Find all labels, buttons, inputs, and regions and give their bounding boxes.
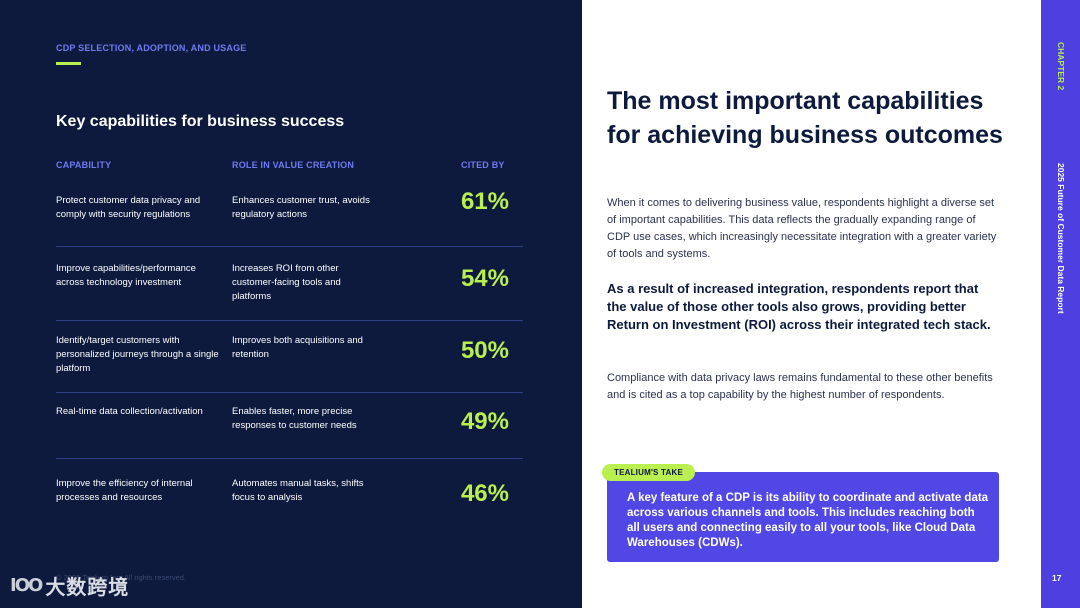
column-header-role: ROLE IN VALUE CREATION bbox=[232, 160, 355, 170]
capability-cell: Improve capabilities/performance across … bbox=[56, 263, 196, 288]
callout-box bbox=[607, 472, 999, 562]
table-title: Key capabilities for business success bbox=[56, 113, 345, 130]
cited-percent: 49% bbox=[460, 408, 509, 435]
cited-percent: 54% bbox=[460, 265, 509, 292]
accent-line bbox=[56, 62, 81, 65]
role-cell: Automates manual tasks, shifts focus to … bbox=[232, 478, 364, 503]
row-divider bbox=[56, 458, 523, 459]
callout-text: A key feature of a CDP is its ability to… bbox=[627, 492, 989, 549]
article-paragraph-highlight: As a result of increased integration, re… bbox=[607, 281, 991, 332]
left-panel bbox=[0, 0, 582, 608]
capability-cell: Improve the efficiency of internal proce… bbox=[56, 478, 193, 503]
capability-cell: Real-time data collection/activation bbox=[56, 406, 203, 417]
watermark-text: 大数跨境 bbox=[45, 575, 130, 599]
callout-badge: TEALIUM'S TAKE bbox=[602, 464, 695, 481]
row-divider bbox=[56, 392, 523, 393]
side-strip bbox=[1041, 0, 1080, 608]
role-cell: Enables faster, more precise responses t… bbox=[232, 406, 357, 431]
page-number: 17 bbox=[1052, 573, 1062, 583]
role-cell: Increases ROI from other customer-facing… bbox=[232, 263, 341, 302]
watermark-logo: ⅠOO 大数跨境 bbox=[10, 571, 129, 600]
watermark-mark: ⅠOO bbox=[10, 575, 43, 596]
report-title: 2025 Future of Customer Data Report bbox=[1056, 163, 1066, 314]
cited-percent: 61% bbox=[460, 188, 509, 215]
cited-percent: 46% bbox=[460, 480, 509, 507]
row-divider bbox=[56, 246, 523, 247]
cited-percent: 50% bbox=[460, 337, 509, 364]
copyright-text: © 2025 Tealium Inc. All rights reserved. bbox=[56, 573, 187, 582]
chapter-label: CHAPTER 2 bbox=[1056, 42, 1066, 91]
article-paragraph-3: Compliance with data privacy laws remain… bbox=[607, 372, 993, 401]
section-label: CDP SELECTION, ADOPTION, AND USAGE bbox=[56, 43, 247, 53]
column-header-cited: CITED BY bbox=[461, 160, 505, 170]
role-cell: Improves both acquisitions and retention bbox=[232, 335, 363, 360]
column-header-capability: CAPABILITY bbox=[56, 160, 112, 170]
article-title: The most important capabilities for achi… bbox=[607, 87, 1003, 149]
row-divider bbox=[56, 320, 523, 321]
capability-cell: Protect customer data privacy and comply… bbox=[56, 195, 201, 220]
article-paragraph-1: When it comes to delivering business val… bbox=[607, 197, 997, 260]
role-cell: Enhances customer trust, avoids regulato… bbox=[232, 195, 370, 220]
capability-cell: Identify/target customers with personali… bbox=[56, 335, 219, 374]
